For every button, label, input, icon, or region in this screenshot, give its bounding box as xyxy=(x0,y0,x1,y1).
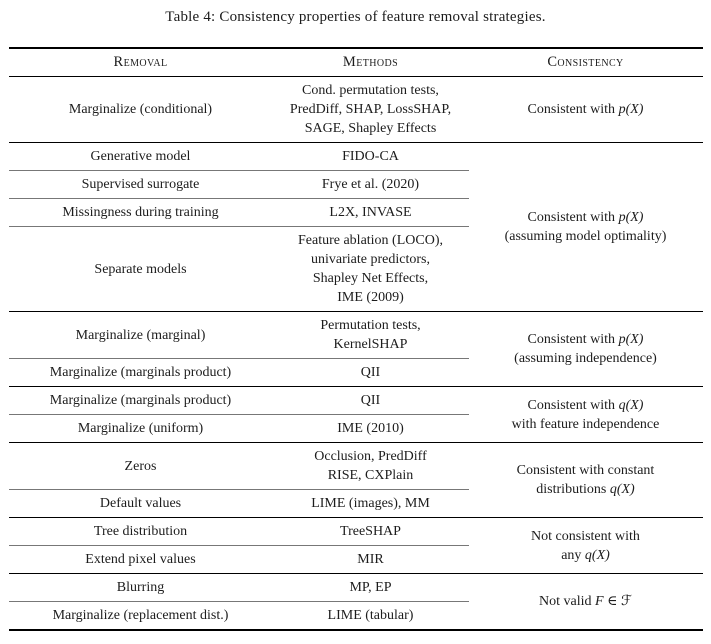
row-marginalize-uniform: Marginalize (uniform) IME (2010) xyxy=(8,414,703,443)
methods-cell: TreeSHAP xyxy=(272,517,469,546)
row-separate-models: Separate models Feature ablation (LOCO),… xyxy=(8,226,703,312)
consistency-cell: Consistent with q(X) with feature indepen… xyxy=(468,386,703,443)
methods-cell: IME (2010) xyxy=(272,414,469,443)
header-row: Removal Methods Consistency xyxy=(8,48,703,77)
methods-cell: QII xyxy=(272,358,469,387)
removal-cell: Marginalize (marginals product) xyxy=(8,386,273,415)
consistency-cell: Consistent with p(X) xyxy=(468,76,703,143)
consistency-cell: Not valid F ∈ ℱ xyxy=(539,594,632,609)
col-header-consistency: Consistency xyxy=(468,48,703,77)
methods-cell: Frye et al. (2020) xyxy=(272,170,469,199)
removal-cell: Separate models xyxy=(8,226,273,312)
methods-cell: Occlusion, PredDiff RISE, CXPlain xyxy=(272,442,469,490)
methods-cell: MIR xyxy=(272,545,469,574)
row-missingness-during-training: Missingness during training L2X, INVASE xyxy=(8,198,703,227)
methods-cell: FIDO-CA xyxy=(272,142,469,171)
removal-cell: Marginalize (replacement dist.) xyxy=(52,608,229,623)
methods-cell: LIME (tabular) xyxy=(327,608,414,623)
row-supervised-surrogate: Supervised surrogate Frye et al. (2020) xyxy=(8,170,703,199)
row-tree-distribution: Tree distribution TreeSHAP Not consisten… xyxy=(8,517,703,574)
table-caption: Table 4: Consistency properties of featu… xyxy=(165,9,546,25)
methods-cell: MP, EP xyxy=(272,573,469,602)
removal-cell: Zeros xyxy=(8,442,273,490)
row-extend-pixel-values: Extend pixel values MIR xyxy=(8,545,703,574)
removal-cell: Default values xyxy=(8,489,273,518)
consistency-cell: Not consistent with any q(X) xyxy=(468,517,703,574)
row-generative-model: Generative model FIDO-CA Consistent with… xyxy=(8,142,703,312)
row-marginalize-conditional: Marginalize (conditional) Cond. permutat… xyxy=(8,76,703,143)
removal-cell: Marginalize (marginals product) xyxy=(8,358,273,387)
consistency-cell: Consistent with constant distributions q(… xyxy=(468,442,703,518)
removal-cell: Marginalize (marginal) xyxy=(8,311,273,359)
removal-cell: Tree distribution xyxy=(8,517,273,546)
methods-cell: LIME (images), MM xyxy=(272,489,469,518)
methods-cell: Permutation tests, KernelSHAP xyxy=(272,311,469,359)
methods-cell: QII xyxy=(272,386,469,415)
row-marginalize-marginals-product-2: Marginalize (marginals product) QII Cons… xyxy=(8,386,703,443)
removal-cell: Generative model xyxy=(8,142,273,171)
row-blurring: Blurring MP, EP Not valid F ∈ ℱ xyxy=(8,573,703,609)
consistency-cell: Consistent with p(X) (assuming model opti… xyxy=(468,142,703,312)
methods-cell: Feature ablation (LOCO), univariate predi… xyxy=(272,226,469,312)
row-default-values: Default values LIME (images), MM xyxy=(8,489,703,518)
removal-cell: Supervised surrogate xyxy=(8,170,273,199)
removal-cell: Marginalize (conditional) xyxy=(8,76,273,143)
removal-cell: Marginalize (uniform) xyxy=(8,414,273,443)
removal-cell: Extend pixel values xyxy=(8,545,273,574)
consistency-table: Removal Methods Consistency Marginalize … xyxy=(8,47,703,631)
col-header-removal: Removal xyxy=(8,48,273,77)
row-zeros: Zeros Occlusion, PredDiff RISE, CXPlain C… xyxy=(8,442,703,518)
row-marginalize-marginals-product-1: Marginalize (marginals product) QII xyxy=(8,358,703,387)
removal-cell: Missingness during training xyxy=(8,198,273,227)
methods-cell: L2X, INVASE xyxy=(272,198,469,227)
consistency-cell: Consistent with p(X) (assuming independen… xyxy=(468,311,703,387)
methods-cell: Cond. permutation tests, PredDiff, SHAP, … xyxy=(272,76,469,143)
removal-cell: Blurring xyxy=(8,573,273,602)
col-header-methods: Methods xyxy=(272,48,469,77)
row-marginalize-replacement-dist: Marginalize (replacement dist.) LIME (ta… xyxy=(9,602,703,631)
row-marginalize-marginal: Marginalize (marginal) Permutation tests… xyxy=(8,311,703,387)
